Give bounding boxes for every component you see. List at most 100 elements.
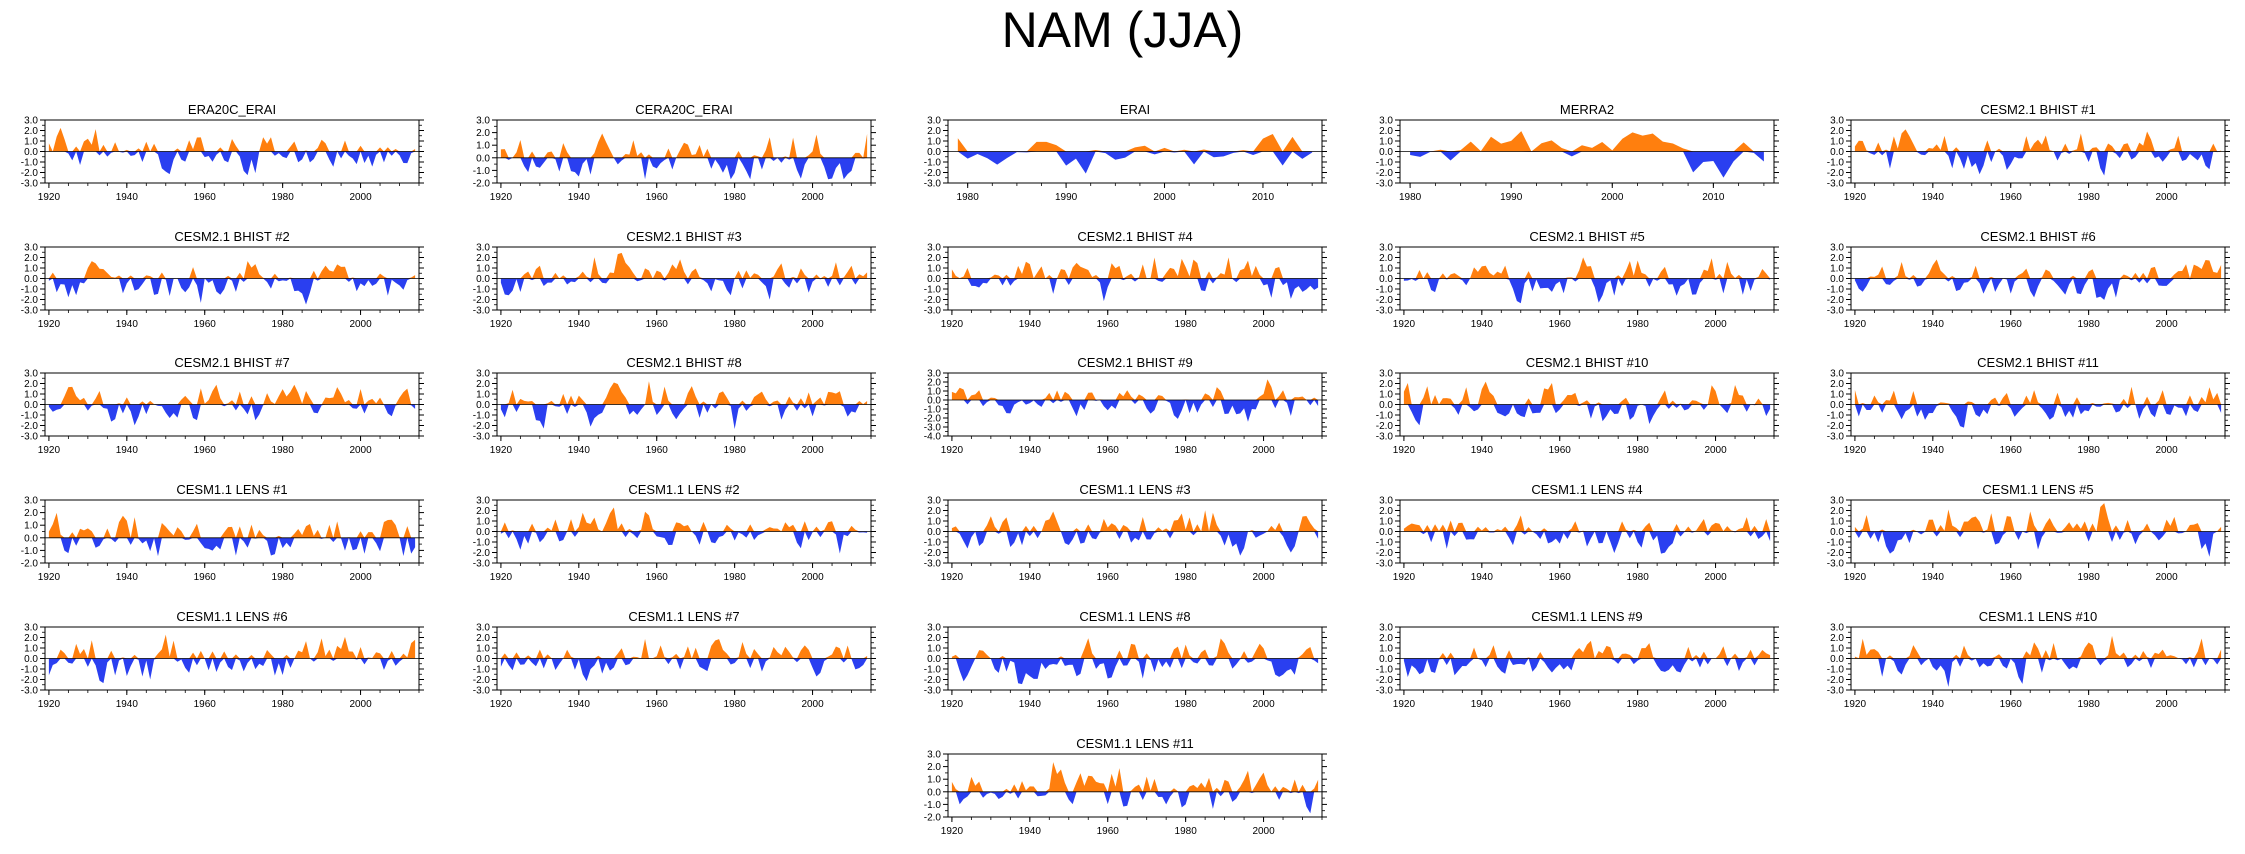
panel-title: CESM2.1 BHIST #5	[1529, 229, 1644, 244]
y-tick-label: 0.0	[24, 274, 38, 285]
y-tick-label: 2.0	[927, 762, 941, 773]
x-tick-label: 1980	[724, 192, 747, 203]
y-tick-label: -3.0	[21, 179, 39, 190]
panel-cesm1-1-lens-9: CESM1.1 LENS #9 3.02.01.00.0-1.0-2.0-3.0 1…	[1376, 609, 1779, 710]
y-tick-label: 1.0	[1830, 390, 1844, 401]
y-tick-label: 3.0	[927, 243, 941, 254]
x-tick-label: 1940	[1019, 699, 1042, 710]
y-tick-label: -2.0	[924, 295, 942, 306]
y-tick-label: -3.0	[1827, 306, 1845, 317]
negative-area	[500, 404, 868, 429]
negative-area	[951, 400, 1319, 422]
x-tick-label: 1940	[1019, 572, 1042, 583]
x-tick-label: 1980	[1175, 319, 1198, 330]
y-tick-label: 0.0	[1830, 527, 1844, 538]
negative-area	[951, 791, 1319, 814]
y-tick-label: 3.0	[1379, 369, 1393, 380]
y-tick-label: -2.0	[21, 675, 39, 686]
y-tick-label: -1.0	[1827, 158, 1845, 169]
y-tick-label: 2.0	[476, 379, 490, 390]
positive-area	[500, 252, 868, 279]
x-tick-label: 1980	[1627, 699, 1650, 710]
x-tick-label: 1980	[272, 319, 295, 330]
y-tick-label: -3.0	[1827, 179, 1845, 190]
y-tick-label: -3.0	[1827, 432, 1845, 443]
panel-title: CESM2.1 BHIST #8	[626, 355, 741, 370]
x-tick-label: 1920	[490, 445, 513, 456]
x-tick-label: 1960	[2000, 319, 2023, 330]
x-tick-label: 1940	[568, 192, 591, 203]
x-tick-label: 1960	[1549, 572, 1572, 583]
y-tick-label: 3.0	[24, 496, 38, 507]
x-tick-label: 1940	[1471, 699, 1494, 710]
panel-cesm1-1-lens-3: CESM1.1 LENS #3 3.02.01.00.0-1.0-2.0-3.0 1…	[924, 482, 1327, 583]
x-tick-label: 1960	[2000, 572, 2023, 583]
y-tick-label: -3.0	[21, 432, 39, 443]
y-tick-label: 1.0	[1379, 137, 1393, 148]
y-tick-label: 0.0	[1379, 274, 1393, 285]
positive-area	[48, 512, 416, 538]
y-tick-label: 0.0	[1830, 274, 1844, 285]
x-tick-label: 1920	[1393, 572, 1416, 583]
panel-cesm2-1-bhist-6: CESM2.1 BHIST #6 3.02.01.00.0-1.0-2.0-3.0…	[1827, 229, 2230, 330]
x-tick-label: 1960	[646, 445, 669, 456]
x-tick-label: 1980	[724, 699, 747, 710]
y-tick-label: 3.0	[1379, 623, 1393, 634]
y-tick-label: 0.0	[1379, 527, 1393, 538]
panel-era20c-erai: ERA20C_ERAI 3.02.01.00.0-1.0-2.0-3.0 1920 1…	[21, 102, 424, 203]
positive-area	[500, 638, 868, 659]
panel-title: CESM1.1 LENS #2	[628, 482, 739, 497]
y-tick-label: -3.0	[21, 686, 39, 697]
x-tick-label: 2000	[1252, 445, 1275, 456]
x-tick-label: 1960	[1097, 319, 1120, 330]
y-tick-label: -1.0	[1827, 665, 1845, 676]
y-tick-label: -3.0	[1376, 432, 1394, 443]
y-tick-label: -3.0	[473, 559, 491, 570]
x-tick-label: 1980	[1175, 572, 1198, 583]
negative-area	[1854, 278, 2222, 300]
x-tick-label: 2000	[1704, 319, 1727, 330]
y-tick-label: -1.0	[1376, 411, 1394, 422]
x-tick-label: 1980	[1627, 319, 1650, 330]
x-tick-label: 2000	[2155, 192, 2178, 203]
x-tick-label: 1920	[1393, 319, 1416, 330]
y-tick-label: -2.0	[473, 675, 491, 686]
x-tick-label: 1980	[272, 445, 295, 456]
y-tick-label: 1.0	[24, 137, 38, 148]
y-tick-label: 0.0	[476, 400, 490, 411]
y-tick-label: 3.0	[927, 496, 941, 507]
y-tick-label: -2.0	[1376, 675, 1394, 686]
x-tick-label: 1920	[1393, 445, 1416, 456]
x-tick-label: 1920	[38, 192, 61, 203]
x-tick-label: 1980	[957, 192, 980, 203]
x-tick-label: 1940	[1922, 445, 1945, 456]
x-tick-label: 1980	[1627, 572, 1650, 583]
y-tick-label: 1.0	[1379, 644, 1393, 655]
y-tick-label: 2.0	[476, 128, 490, 139]
y-tick-label: 0.0	[1379, 400, 1393, 411]
panel-title: CESM2.1 BHIST #2	[174, 229, 289, 244]
x-tick-label: 2000	[801, 699, 824, 710]
y-tick-label: -2.0	[1827, 675, 1845, 686]
x-tick-label: 1940	[1019, 826, 1042, 837]
x-tick-label: 1920	[490, 192, 513, 203]
y-tick-label: 3.0	[24, 623, 38, 634]
negative-area	[48, 537, 416, 557]
panel-title: MERRA2	[1560, 102, 1614, 117]
y-tick-label: 1.0	[476, 264, 490, 275]
y-tick-label: 1.0	[1830, 644, 1844, 655]
x-tick-label: 1940	[116, 319, 139, 330]
panel-title: CESM1.1 LENS #11	[1076, 736, 1194, 751]
y-tick-label: 2.0	[1379, 633, 1393, 644]
y-tick-label: -2.0	[1827, 295, 1845, 306]
panel-cesm1-1-lens-11: CESM1.1 LENS #11 3.02.0 1.00.0 -1.0 -2.0 1920…	[924, 736, 1327, 837]
x-tick-label: 1960	[2000, 192, 2023, 203]
negative-area	[1854, 658, 2222, 687]
y-tick-label: -1.0	[924, 405, 942, 416]
positive-area	[48, 261, 416, 279]
x-tick-label: 1980	[2078, 192, 2101, 203]
x-tick-label: 1960	[1097, 826, 1120, 837]
x-tick-label: 1960	[194, 192, 217, 203]
y-tick-label: 0.0	[1830, 654, 1844, 665]
positive-area	[1854, 386, 2222, 405]
